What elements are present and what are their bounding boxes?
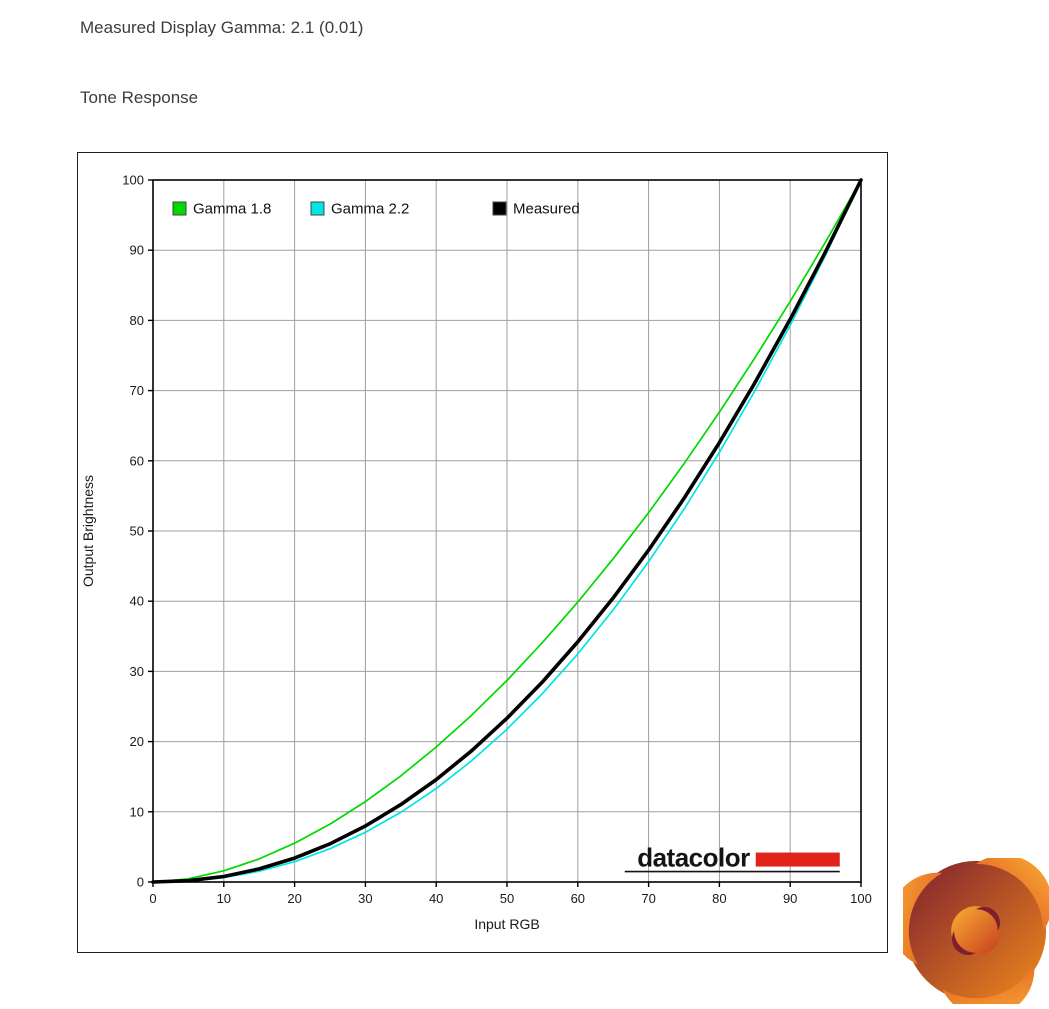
x-tick-label: 80 (712, 891, 726, 906)
x-axis-label: Input RGB (474, 916, 539, 932)
x-tick-label: 20 (287, 891, 301, 906)
datacolor-wordmark: datacolor (637, 843, 750, 873)
kitguru-logo (889, 855, 1049, 1009)
tone-response-chart: 0 10 20 30 40 50 60 70 80 90 100 0 10 20 30 40 50 60 70 80 9… (77, 152, 888, 953)
legend-swatch-gamma-2-2 (310, 201, 325, 216)
x-tick-label: 50 (500, 891, 514, 906)
measured-gamma-text: Measured Display Gamma: 2.1 (0.01) (80, 18, 364, 37)
legend: Gamma 1.8 Gamma 2.2 Measured (172, 201, 580, 218)
legend-swatch-measured (492, 201, 507, 216)
kitguru-swirl-icon (889, 855, 1049, 1009)
x-tick-label: 90 (783, 891, 797, 906)
y-tick-label: 70 (130, 383, 144, 398)
axes: 0 10 20 30 40 50 60 70 80 90 100 0 10 20 30 40 50 60 70 80 9… (80, 173, 872, 933)
legend-label: Gamma 2.2 (331, 201, 409, 218)
y-tick-label: 20 (130, 734, 144, 749)
tone-response-heading: Tone Response (80, 88, 199, 107)
x-tick-label: 10 (217, 891, 231, 906)
y-tick-label: 100 (122, 173, 144, 188)
y-tick-label: 40 (130, 594, 144, 609)
legend-swatch-gamma-1-8 (172, 201, 187, 216)
x-tick-label: 0 (149, 891, 156, 906)
datacolor-red-bar (755, 852, 840, 867)
y-tick-label: 80 (130, 313, 144, 328)
x-tick-label: 100 (850, 891, 872, 906)
tone-chart-svg: 0 10 20 30 40 50 60 70 80 90 100 0 10 20 30 40 50 60 70 80 9… (80, 173, 872, 933)
x-tick-label: 30 (358, 891, 372, 906)
curve-gamma-1-8 (152, 179, 862, 883)
y-tick-label: 90 (130, 243, 144, 258)
y-tick-label: 60 (130, 453, 144, 468)
legend-label: Gamma 1.8 (193, 201, 271, 218)
y-axis-label: Output Brightness (80, 475, 96, 587)
x-tick-label: 40 (429, 891, 443, 906)
x-tick-label: 60 (571, 891, 585, 906)
curve-gamma-2-2 (152, 179, 862, 883)
y-tick-label: 50 (130, 524, 144, 539)
y-tick-label: 30 (130, 664, 144, 679)
legend-label: Measured (513, 201, 580, 218)
datacolor-logo: datacolor (624, 843, 840, 873)
curve-measured (151, 178, 863, 884)
y-tick-label: 0 (137, 875, 144, 890)
y-tick-label: 10 (130, 804, 144, 819)
curves (151, 178, 863, 884)
x-tick-label: 70 (641, 891, 655, 906)
plot-grid (152, 179, 862, 883)
